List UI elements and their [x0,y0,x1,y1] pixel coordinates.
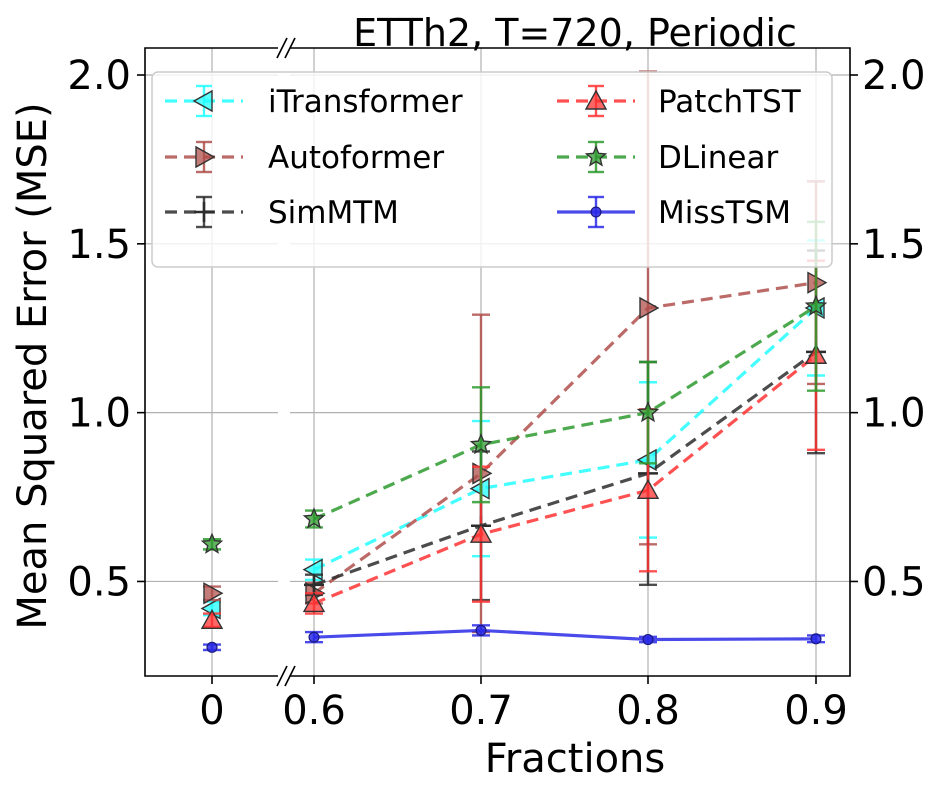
data-point-patchtst [469,522,493,543]
x-tick-label: 0.8 [616,688,680,734]
y-tick-label-right: 1.5 [862,222,926,268]
data-point-misstsm [206,641,218,653]
legend-label-itransformer: iTransformer [268,84,463,120]
y-axis-label: Mean Squared Error (MSE) [10,102,56,629]
y-axis-left: 0.5 1.0 1.5 2.0 [67,53,145,605]
data-point-patchtst [636,478,660,500]
break-mark [276,665,288,687]
y-tick-label-right: 2.0 [862,53,926,99]
break-mark [276,37,288,59]
legend-item-autoformer: Autoformer [165,140,444,176]
series-line-itransformer [313,306,818,572]
data-point-patchtst [200,608,224,629]
legend-item-dlinear: DLinear [557,140,778,176]
y-tick-label-left: 1.5 [67,222,131,268]
legend-item-simmtm: SimMTM [165,195,399,231]
series-misstsm [203,624,825,653]
x-tick-label: 0.7 [449,688,513,734]
y-tick-label-left: 0.5 [67,559,131,605]
legend-marker-dlinear [584,145,608,167]
x-tick-label: 0.9 [784,688,848,734]
legend-marker-simmtm [194,202,214,222]
legend-box [151,71,833,268]
y-tick-label-left: 2.0 [67,53,131,99]
data-point-autoformer [639,296,660,320]
break-mark [284,665,296,687]
data-point-misstsm [642,633,654,646]
break-mark [284,37,296,59]
data-point-misstsm [475,624,487,636]
legend-item-patchtst: PatchTST [557,84,802,120]
y-tick-label-right: 1.0 [862,391,926,437]
data-point-patchtst [302,591,326,613]
y-tick-label-left: 1.0 [67,391,131,437]
legend-item-itransformer: iTransformer [165,84,463,120]
y-tick-label-right: 0.5 [862,559,926,605]
legend-label-dlinear: DLinear [658,140,778,176]
legend-marker-itransformer [192,89,213,113]
x-axis-label: Fractions [485,736,666,782]
y-axis-right: 0.5 1.0 1.5 2.0 [850,53,926,605]
data-point-dlinear [469,432,493,455]
data-point-dlinear [200,532,224,554]
data-point-dlinear [302,507,326,529]
data-point-dlinear [636,400,660,423]
legend-marker-misstsm [590,206,602,218]
data-point-dlinear [804,294,828,316]
x-axis: 0 0.6 0.7 0.8 0.9 [199,676,848,734]
series-line-autoformer [313,281,817,595]
legend-label-simmtm: SimMTM [268,195,399,231]
legend-marker-autoformer [195,145,216,169]
legend-label-autoformer: Autoformer [268,140,444,176]
x-tick-label: 0 [199,688,224,734]
axes-right-panel [290,47,851,677]
series-line-misstsm [313,628,817,642]
legend-marker-patchtst [584,89,608,110]
data-point-simmtm [304,574,324,595]
legend-label-patchtst: PatchTST [658,84,802,120]
legend-label-misstsm: MissTSM [658,195,791,231]
legend: iTransformer Autoformer SimMTM PatchTST DLin… [151,71,833,268]
series-line-patchtst [313,354,818,605]
data-point-misstsm [308,631,320,643]
x-tick-label: 0.6 [282,688,346,734]
series-line-dlinear [313,304,817,521]
legend-item-misstsm: MissTSM [557,195,791,231]
axis-break-marks [276,37,296,687]
data-point-autoformer [203,582,224,605]
data-point-misstsm [810,633,822,645]
